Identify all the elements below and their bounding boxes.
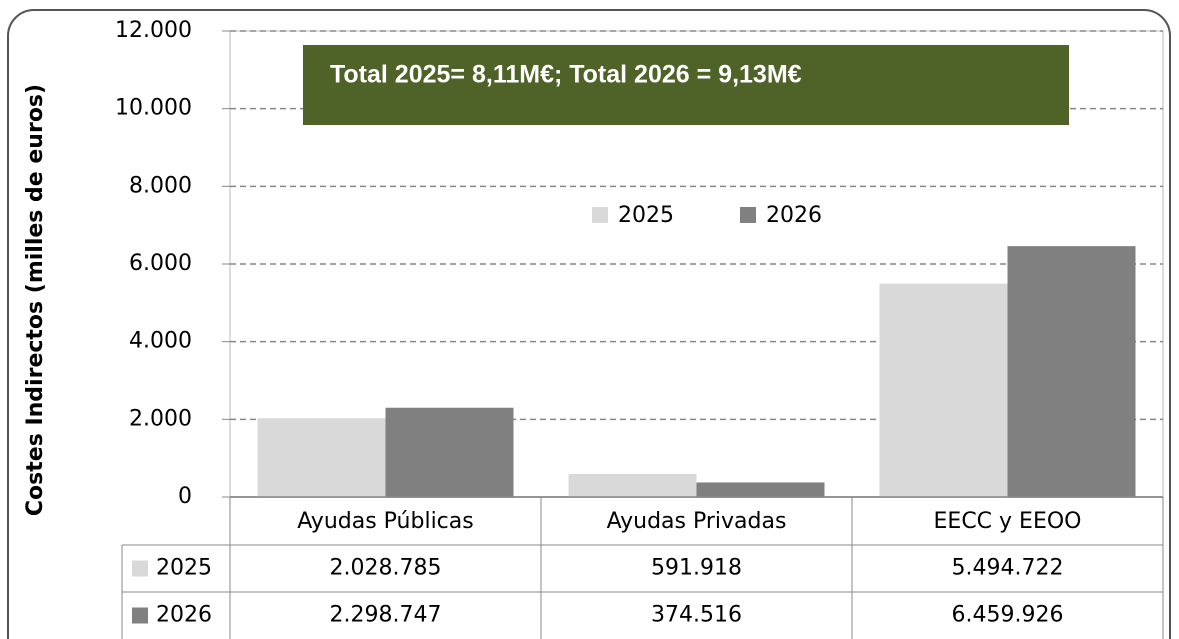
chart-border: [7, 9, 1171, 639]
value-label: 374.516: [651, 603, 742, 628]
y-tick-label: 6.000: [129, 251, 192, 276]
y-axis-label: Costes Indirectos (milles de euros): [23, 84, 48, 516]
bar: [568, 474, 697, 497]
bar: [879, 283, 1008, 497]
x-tick-label: Ayudas Públicas: [297, 509, 473, 534]
y-tick-label: 0: [178, 484, 192, 509]
annotation: Total 2025= 8,11M€; Total 2026 = 9,13M€: [330, 61, 802, 89]
value-label: 2.298.747: [330, 603, 442, 628]
y-tick-label: 10.000: [115, 96, 192, 121]
bar: [385, 407, 514, 497]
y-tick-label: 12.000: [115, 18, 192, 43]
value-label: 591.918: [651, 556, 742, 581]
table-legend-swatch: [132, 607, 148, 624]
y-tick-label: 8.000: [129, 173, 192, 198]
y-tick-label: 4.000: [129, 329, 192, 354]
annotation-box: [303, 45, 1069, 125]
legend-swatch: [592, 207, 608, 223]
y-tick-label: 2.000: [129, 406, 192, 431]
value-label: 6.459.926: [952, 603, 1064, 628]
value-label: 2.028.785: [330, 556, 442, 581]
bar: [257, 418, 386, 497]
bar: [696, 482, 825, 497]
legend-label: 2025: [618, 203, 674, 228]
table-legend-swatch: [132, 560, 148, 577]
table-row-label: 2025: [156, 556, 212, 581]
value-label: 5.494.722: [952, 556, 1064, 581]
legend-label: 2026: [766, 203, 822, 228]
table-row-label: 2026: [156, 603, 212, 628]
legend-swatch: [740, 207, 756, 223]
x-tick-label: EECC y EEOO: [934, 509, 1082, 534]
x-tick-label: Ayudas Privadas: [607, 509, 787, 534]
bar: [1007, 246, 1136, 497]
